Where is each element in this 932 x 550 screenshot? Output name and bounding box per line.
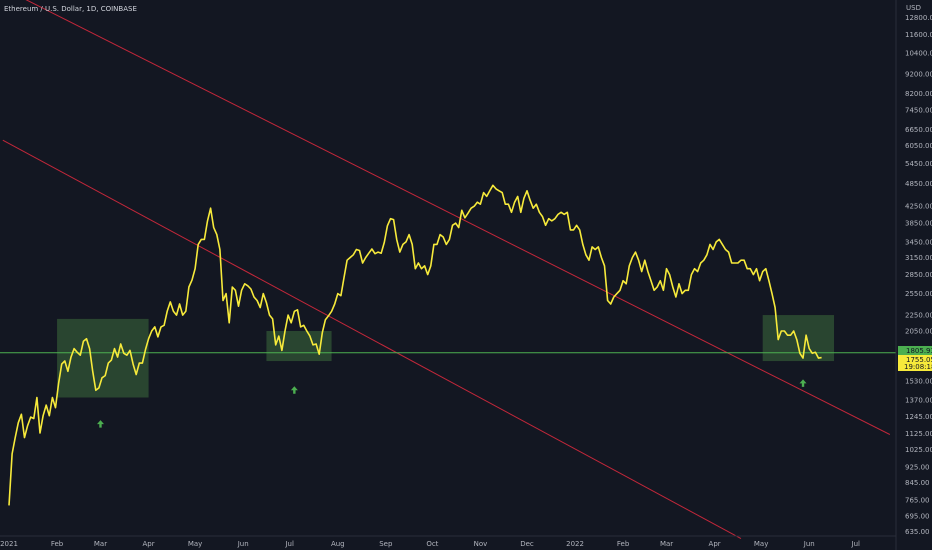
y-tick-label: 9200.00 — [905, 70, 932, 78]
x-tick-label: Aug — [331, 540, 345, 548]
y-tick-label: 3150.00 — [905, 254, 932, 262]
y-tick-label: 12800.00 — [905, 14, 932, 22]
y-tick-label: 635.00 — [905, 528, 930, 536]
y-tick-label: 2850.00 — [905, 271, 932, 279]
x-tick-label: Jul — [851, 540, 861, 548]
x-tick-label: 2021 — [0, 540, 18, 548]
time-axis[interactable]: 2021 Feb Mar Apr May Jun Jul Aug Sep Oct Nov Dec 202… — [0, 540, 860, 548]
x-tick-label: Oct — [426, 540, 438, 548]
y-tick-label: 8200.00 — [905, 90, 932, 98]
y-tick-label: 7450.00 — [905, 107, 932, 115]
level-tag-bg — [898, 346, 932, 355]
x-tick-label: Dec — [520, 540, 534, 548]
price-line-series-1 — [8, 184, 822, 506]
x-tick-label: Sep — [379, 540, 393, 548]
y-tick-label: 6050.00 — [905, 142, 932, 150]
trendline-1[interactable] — [3, 0, 891, 435]
y-tick-label: 765.00 — [905, 496, 930, 504]
bounce-arrows — [96, 379, 807, 428]
x-tick-label: May — [188, 540, 202, 548]
y-tick-label: 1245.00 — [905, 413, 932, 421]
demand-zone-box-3[interactable] — [762, 315, 835, 362]
level-tag: 1805.93 — [906, 347, 932, 355]
y-tick-label: 1370.00 — [905, 397, 932, 405]
x-tick-label: May — [754, 540, 768, 548]
y-tick-label: 925.00 — [905, 464, 930, 472]
y-tick-label: 10400.00 — [905, 49, 932, 57]
trendlines — [2, 0, 891, 539]
y-tick-label: 1025.00 — [905, 446, 932, 454]
x-tick-label: Apr — [143, 540, 155, 548]
price-axis[interactable]: 12800.00 11600.00 10400.00 9200.00 8200.00 74… — [905, 14, 932, 536]
last-price-tag: 1755.05 — [906, 356, 932, 364]
y-tick-label: 6650.00 — [905, 126, 932, 134]
x-tick-label: Mar — [94, 540, 107, 548]
trendline-2[interactable] — [2, 139, 742, 539]
up-arrow-icon-1 — [96, 420, 104, 428]
price-series-layer — [8, 184, 822, 506]
axis-unit-label: USD — [906, 4, 921, 12]
y-tick-label: 2050.00 — [905, 328, 932, 336]
y-tick-label: 3450.00 — [905, 238, 932, 246]
y-tick-label: 2550.00 — [905, 290, 932, 298]
x-tick-label: Apr — [709, 540, 721, 548]
countdown-tag: 19:08:18 — [904, 363, 932, 371]
last-price-tag-bg — [898, 355, 932, 371]
price-tags: 1805.93 1755.05 19:08:18 — [898, 346, 932, 371]
y-tick-label: 3850.00 — [905, 220, 932, 228]
x-tick-label: Feb — [51, 540, 64, 548]
x-tick-label: 2022 — [566, 540, 584, 548]
y-tick-label: 2250.00 — [905, 312, 932, 320]
y-tick-label: 1530.00 — [905, 378, 932, 386]
chart-title: Ethereum / U.S. Dollar, 1D, COINBASE — [4, 5, 137, 13]
y-tick-label: 5450.00 — [905, 160, 932, 168]
x-tick-label: Jun — [803, 540, 815, 548]
x-tick-label: Mar — [660, 540, 673, 548]
y-tick-label: 845.00 — [905, 479, 930, 487]
up-arrow-icon-3 — [799, 379, 807, 387]
x-tick-label: Jul — [284, 540, 294, 548]
x-tick-label: Jun — [237, 540, 249, 548]
y-tick-label: 11600.00 — [905, 31, 932, 39]
demand-zone-box-1[interactable] — [57, 318, 149, 398]
up-arrow-icon-2 — [290, 386, 298, 394]
x-tick-label: Feb — [617, 540, 630, 548]
x-tick-label: Nov — [474, 540, 488, 548]
y-tick-label: 695.00 — [905, 513, 930, 521]
y-tick-label: 4250.00 — [905, 203, 932, 211]
y-tick-label: 1125.00 — [905, 430, 932, 438]
y-tick-label: 4850.00 — [905, 180, 932, 188]
